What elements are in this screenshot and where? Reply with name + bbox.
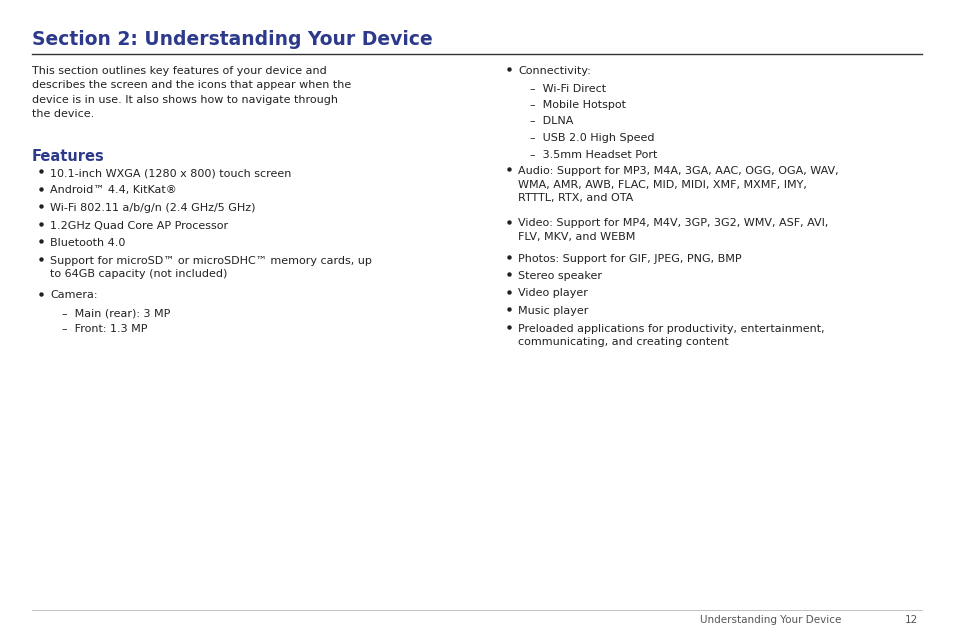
Text: Audio: Support for MP3, M4A, 3GA, AAC, OGG, OGA, WAV,
WMA, AMR, AWB, FLAC, MID, : Audio: Support for MP3, M4A, 3GA, AAC, O… — [517, 166, 838, 203]
Text: Section 2: Understanding Your Device: Section 2: Understanding Your Device — [32, 30, 433, 49]
Text: Bluetooth 4.0: Bluetooth 4.0 — [50, 238, 125, 248]
Text: –  Front: 1.3 MP: – Front: 1.3 MP — [62, 324, 148, 335]
Text: –  DLNA: – DLNA — [530, 116, 573, 127]
Text: Stereo speaker: Stereo speaker — [517, 271, 601, 281]
Text: Photos: Support for GIF, JPEG, PNG, BMP: Photos: Support for GIF, JPEG, PNG, BMP — [517, 254, 740, 263]
Text: Features: Features — [32, 149, 105, 164]
Text: –  Mobile Hotspot: – Mobile Hotspot — [530, 100, 625, 110]
Text: Preloaded applications for productivity, entertainment,
communicating, and creat: Preloaded applications for productivity,… — [517, 324, 823, 347]
Text: Understanding Your Device: Understanding Your Device — [700, 615, 841, 625]
Text: Support for microSD™ or microSDHC™ memory cards, up
to 64GB capacity (not includ: Support for microSD™ or microSDHC™ memor… — [50, 256, 372, 279]
Text: Camera:: Camera: — [50, 291, 97, 300]
Text: –  Wi-Fi Direct: – Wi-Fi Direct — [530, 83, 605, 93]
Text: Video player: Video player — [517, 289, 587, 298]
Text: Android™ 4.4, KitKat®: Android™ 4.4, KitKat® — [50, 186, 176, 195]
Text: –  USB 2.0 High Speed: – USB 2.0 High Speed — [530, 133, 654, 143]
Text: Music player: Music player — [517, 306, 588, 316]
Text: Video: Support for MP4, M4V, 3GP, 3G2, WMV, ASF, AVI,
FLV, MKV, and WEBM: Video: Support for MP4, M4V, 3GP, 3G2, W… — [517, 219, 827, 242]
Text: Connectivity:: Connectivity: — [517, 66, 590, 76]
Text: –  3.5mm Headset Port: – 3.5mm Headset Port — [530, 149, 657, 160]
Text: 12: 12 — [903, 615, 917, 625]
Text: –  Main (rear): 3 MP: – Main (rear): 3 MP — [62, 308, 171, 318]
Text: 1.2GHz Quad Core AP Processor: 1.2GHz Quad Core AP Processor — [50, 221, 228, 230]
Text: Wi-Fi 802.11 a/b/g/n (2.4 GHz/5 GHz): Wi-Fi 802.11 a/b/g/n (2.4 GHz/5 GHz) — [50, 203, 255, 213]
Text: This section outlines key features of your device and
describes the screen and t: This section outlines key features of yo… — [32, 66, 351, 119]
Text: 10.1-inch WXGA (1280 x 800) touch screen: 10.1-inch WXGA (1280 x 800) touch screen — [50, 168, 291, 178]
